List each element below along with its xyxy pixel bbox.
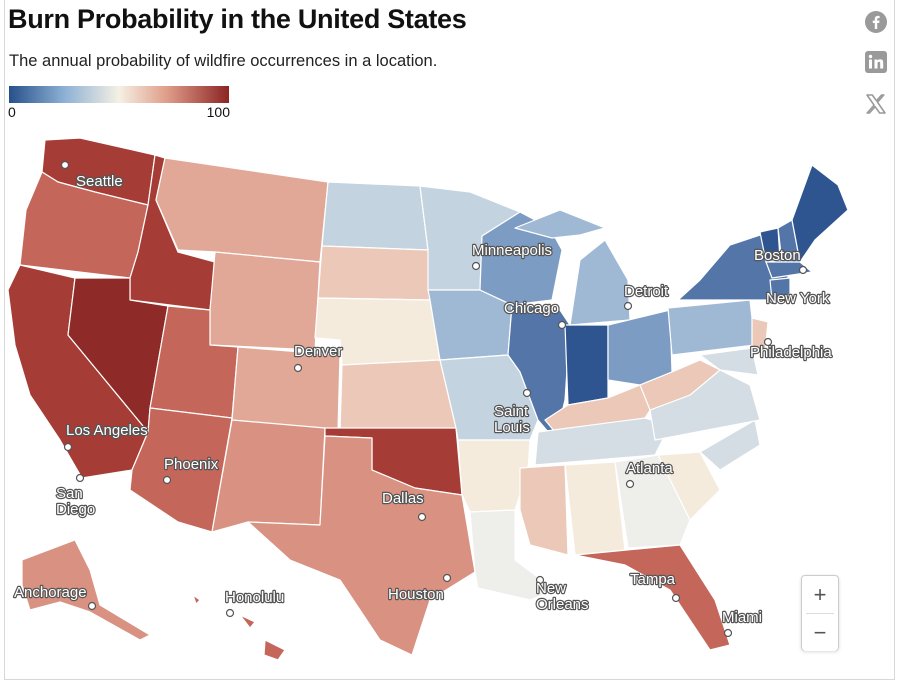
state-arkansas[interactable] xyxy=(457,439,531,513)
city-label: Dallas xyxy=(382,490,424,507)
city-label: Detroit xyxy=(624,283,669,300)
city-marker[interactable] xyxy=(623,301,633,311)
state-mississippi[interactable] xyxy=(519,464,569,556)
state-florida[interactable] xyxy=(574,544,731,651)
state-alaska[interactable] xyxy=(21,539,151,641)
city-label: New Orleans xyxy=(536,580,589,613)
city-marker[interactable] xyxy=(522,388,532,398)
state-tennessee[interactable] xyxy=(534,417,671,466)
city-label: Philadelphia xyxy=(750,344,832,361)
city-label: Saint Louis xyxy=(494,403,530,436)
state-new-mexico[interactable] xyxy=(211,419,326,533)
state-alabama[interactable] xyxy=(564,461,626,556)
state-iowa[interactable] xyxy=(427,289,513,361)
city-marker[interactable] xyxy=(557,320,567,330)
city-label: Boston xyxy=(754,247,801,264)
state-texas[interactable] xyxy=(247,435,476,656)
state-michigan-upper[interactable] xyxy=(514,209,606,239)
city-marker[interactable] xyxy=(763,337,773,347)
zoom-control: + − xyxy=(801,575,839,651)
city-marker[interactable] xyxy=(417,512,427,522)
city-label: Seattle xyxy=(76,173,123,190)
city-marker[interactable] xyxy=(225,608,235,618)
city-label: Atlanta xyxy=(626,460,673,477)
city-label: Denver xyxy=(294,343,342,360)
state-north-carolina[interactable] xyxy=(654,419,761,471)
city-marker[interactable] xyxy=(87,601,97,611)
page-subtitle: The annual probability of wildfire occur… xyxy=(9,52,438,70)
state-hawaii[interactable] xyxy=(192,594,286,661)
legend-max-label: 100 xyxy=(206,104,230,120)
city-marker[interactable] xyxy=(442,573,452,583)
city-label: Phoenix xyxy=(164,456,219,473)
city-marker[interactable] xyxy=(798,265,808,275)
facebook-icon[interactable] xyxy=(864,10,888,34)
city-marker[interactable] xyxy=(293,363,303,373)
state-north-dakota[interactable] xyxy=(321,181,429,251)
zoom-divider xyxy=(806,613,834,614)
state-kansas[interactable] xyxy=(339,359,457,433)
state-south-dakota[interactable] xyxy=(317,245,431,301)
zoom-out-button[interactable]: − xyxy=(802,614,838,651)
legend-min-label: 0 xyxy=(8,104,16,120)
city-label: Houston xyxy=(388,586,444,603)
city-marker[interactable] xyxy=(162,475,172,485)
city-marker[interactable] xyxy=(671,593,681,603)
state-pennsylvania[interactable] xyxy=(667,299,756,356)
city-marker[interactable] xyxy=(723,628,733,638)
linkedin-icon[interactable] xyxy=(864,50,888,74)
state-maryland[interactable] xyxy=(699,347,759,376)
city-marker[interactable] xyxy=(63,442,73,452)
city-label: San Diego xyxy=(56,485,95,518)
state-georgia[interactable] xyxy=(614,454,691,549)
city-label: Tampa xyxy=(630,571,676,588)
state-massachusetts[interactable] xyxy=(765,261,813,279)
color-legend-bar xyxy=(9,86,229,103)
city-label: Chicago xyxy=(504,300,559,317)
state-wyoming[interactable] xyxy=(209,251,321,351)
city-label: Minneapolis xyxy=(472,242,552,259)
state-montana[interactable] xyxy=(155,157,329,263)
city-marker[interactable] xyxy=(768,295,778,305)
page-title: Burn Probability in the United States xyxy=(8,4,467,34)
city-label: Anchorage xyxy=(14,584,87,601)
city-label: Miami xyxy=(722,609,762,626)
x-icon[interactable] xyxy=(864,92,888,116)
city-marker[interactable] xyxy=(60,160,70,170)
city-marker[interactable] xyxy=(625,479,635,489)
city-marker[interactable] xyxy=(75,473,85,483)
chart-frame xyxy=(4,0,895,680)
city-marker[interactable] xyxy=(471,261,481,271)
state-connecticut[interactable] xyxy=(769,277,791,301)
city-label: Honolulu xyxy=(225,589,284,606)
state-louisiana[interactable] xyxy=(469,509,556,601)
state-indiana[interactable] xyxy=(564,324,609,406)
state-vermont[interactable] xyxy=(759,227,781,263)
zoom-in-button[interactable]: + xyxy=(802,576,838,613)
city-label: New York xyxy=(766,290,830,307)
state-michigan[interactable] xyxy=(569,239,631,326)
state-new-jersey[interactable] xyxy=(751,317,769,353)
city-marker[interactable] xyxy=(535,575,545,585)
city-label: Los Angeles xyxy=(66,422,148,439)
